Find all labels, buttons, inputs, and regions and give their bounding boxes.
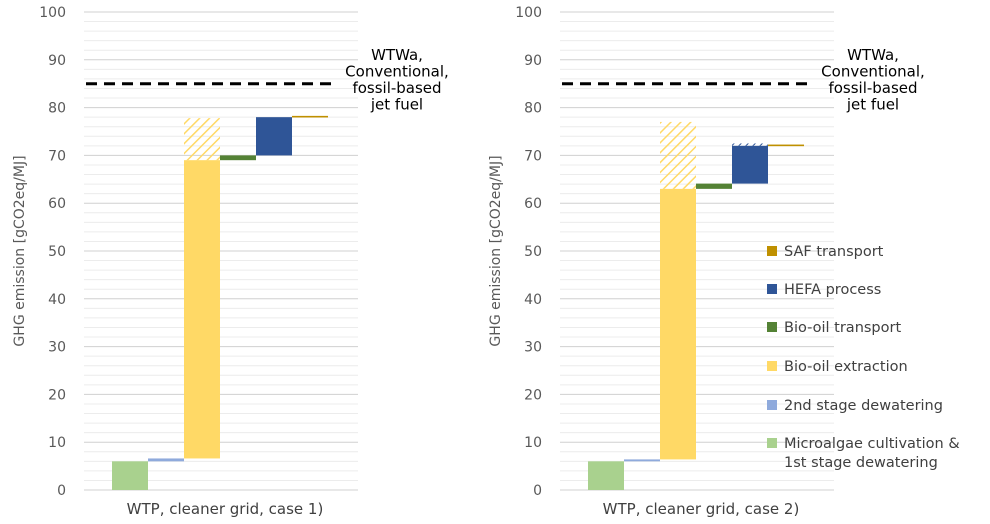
y-tick-label: 40: [524, 292, 542, 308]
bar-bio-oil-transport: [220, 155, 256, 161]
chart-panel-2: 0 10 20 30 40 50 60 70 80 90 100 GHG emission [gCO2…: [488, 5, 925, 518]
y-tick-label: 100: [515, 5, 542, 21]
y-tick-label: 30: [48, 340, 66, 356]
bar-2nd-stage-dewatering: [148, 458, 184, 462]
legend-label: Bio-oil extraction: [784, 359, 908, 375]
y-tick-label: 40: [48, 292, 66, 308]
y-tick-label: 10: [48, 435, 66, 451]
y-axis-title: GHG emission [gCO2eq/MJ]: [12, 155, 28, 346]
legend-item-saf: SAF transport: [767, 244, 884, 260]
bar-microalgae-cultivation-1st-stage-dewatering: [588, 461, 624, 490]
y-tick-label: 70: [48, 148, 66, 164]
reference-line-label: WTWa,: [847, 46, 899, 64]
bar-segment: [184, 160, 220, 459]
y-tick-label: 90: [524, 53, 542, 69]
bar-bio-oil-extraction: [184, 118, 220, 459]
reference-line-label: Conventional,: [821, 63, 925, 81]
bar-bio-oil-extraction: [660, 121, 696, 460]
bar-hatched-extension: [660, 121, 696, 189]
y-tick-label: 20: [48, 387, 66, 403]
bar-segment: [292, 115, 328, 118]
y-tick-label: 80: [48, 101, 66, 117]
legend-label: Bio-oil transport: [784, 320, 901, 336]
bar-segment: [732, 145, 768, 184]
y-tick-label: 50: [524, 244, 542, 260]
y-tick-label: 60: [524, 196, 542, 212]
y-tick-label: 60: [48, 196, 66, 212]
legend-label: Microalgae cultivation &: [784, 436, 960, 452]
bar-segment: [660, 188, 696, 460]
y-axis-title: GHG emission [gCO2eq/MJ]: [488, 155, 504, 346]
y-tick-label: 100: [39, 5, 66, 21]
y-tick-label: 30: [524, 340, 542, 356]
bar-saf-transport: [768, 144, 804, 147]
legend-label: 2nd stage dewatering: [784, 398, 943, 414]
chart-panel-1: 0 10 20 30 40 50 60 70 80 90 100 GHG emission [gCO2…: [12, 5, 449, 518]
reference-line-label: fossil-based: [828, 79, 917, 97]
bar-saf-transport: [292, 115, 328, 118]
legend-swatch: [767, 322, 777, 332]
legend-label: HEFA process: [784, 282, 881, 298]
legend-item-extraction: Bio-oil extraction: [767, 359, 908, 375]
reference-line-label: jet fuel: [370, 96, 423, 114]
bar-microalgae-cultivation-1st-stage-dewatering: [112, 461, 148, 490]
reference-line-label: Conventional,: [345, 63, 449, 81]
legend: SAF transport HEFA process Bio-oil transpo…: [767, 244, 960, 471]
x-axis-title: WTP, cleaner grid, case 2): [603, 500, 800, 518]
y-tick-label: 0: [57, 483, 66, 499]
bar-segment: [624, 459, 660, 462]
legend-item-biotrans: Bio-oil transport: [767, 320, 901, 336]
bar-segment: [148, 458, 184, 462]
bar-hatched-extension: [732, 143, 768, 146]
bar-segment: [696, 183, 732, 189]
bar-segment: [588, 461, 624, 490]
y-tick-label: 0: [533, 483, 542, 499]
legend-swatch: [767, 361, 777, 371]
reference-line-label: WTWa,: [371, 46, 423, 64]
y-tick-label: 10: [524, 435, 542, 451]
bar-segment: [220, 155, 256, 161]
legend-swatch: [767, 246, 777, 256]
bar-hefa-process: [732, 143, 768, 184]
y-tick-label: 70: [524, 148, 542, 164]
reference-line-label: jet fuel: [846, 96, 899, 114]
bar-2nd-stage-dewatering: [624, 459, 660, 462]
legend-label: SAF transport: [784, 244, 884, 260]
legend-item-hefa: HEFA process: [767, 282, 881, 298]
reference-line-label: fossil-based: [352, 79, 441, 97]
bar-segment: [256, 117, 292, 156]
y-tick-label: 90: [48, 53, 66, 69]
y-tick-label: 20: [524, 387, 542, 403]
legend-swatch: [767, 400, 777, 410]
y-tick-label: 50: [48, 244, 66, 260]
legend-item-dewater2: 2nd stage dewatering: [767, 398, 943, 414]
legend-swatch: [767, 284, 777, 294]
legend-label: 1st stage dewatering: [784, 455, 938, 471]
bar-segment: [112, 461, 148, 490]
bar-bio-oil-transport: [696, 183, 732, 189]
bar-segment: [768, 144, 804, 147]
legend-item-cultivation: Microalgae cultivation & 1st stage dewate…: [767, 436, 960, 471]
y-tick-label: 80: [524, 101, 542, 117]
x-axis-title: WTP, cleaner grid, case 1): [127, 500, 324, 518]
bar-hatched-extension: [184, 118, 220, 161]
bar-hefa-process: [256, 117, 292, 156]
legend-swatch: [767, 438, 777, 448]
